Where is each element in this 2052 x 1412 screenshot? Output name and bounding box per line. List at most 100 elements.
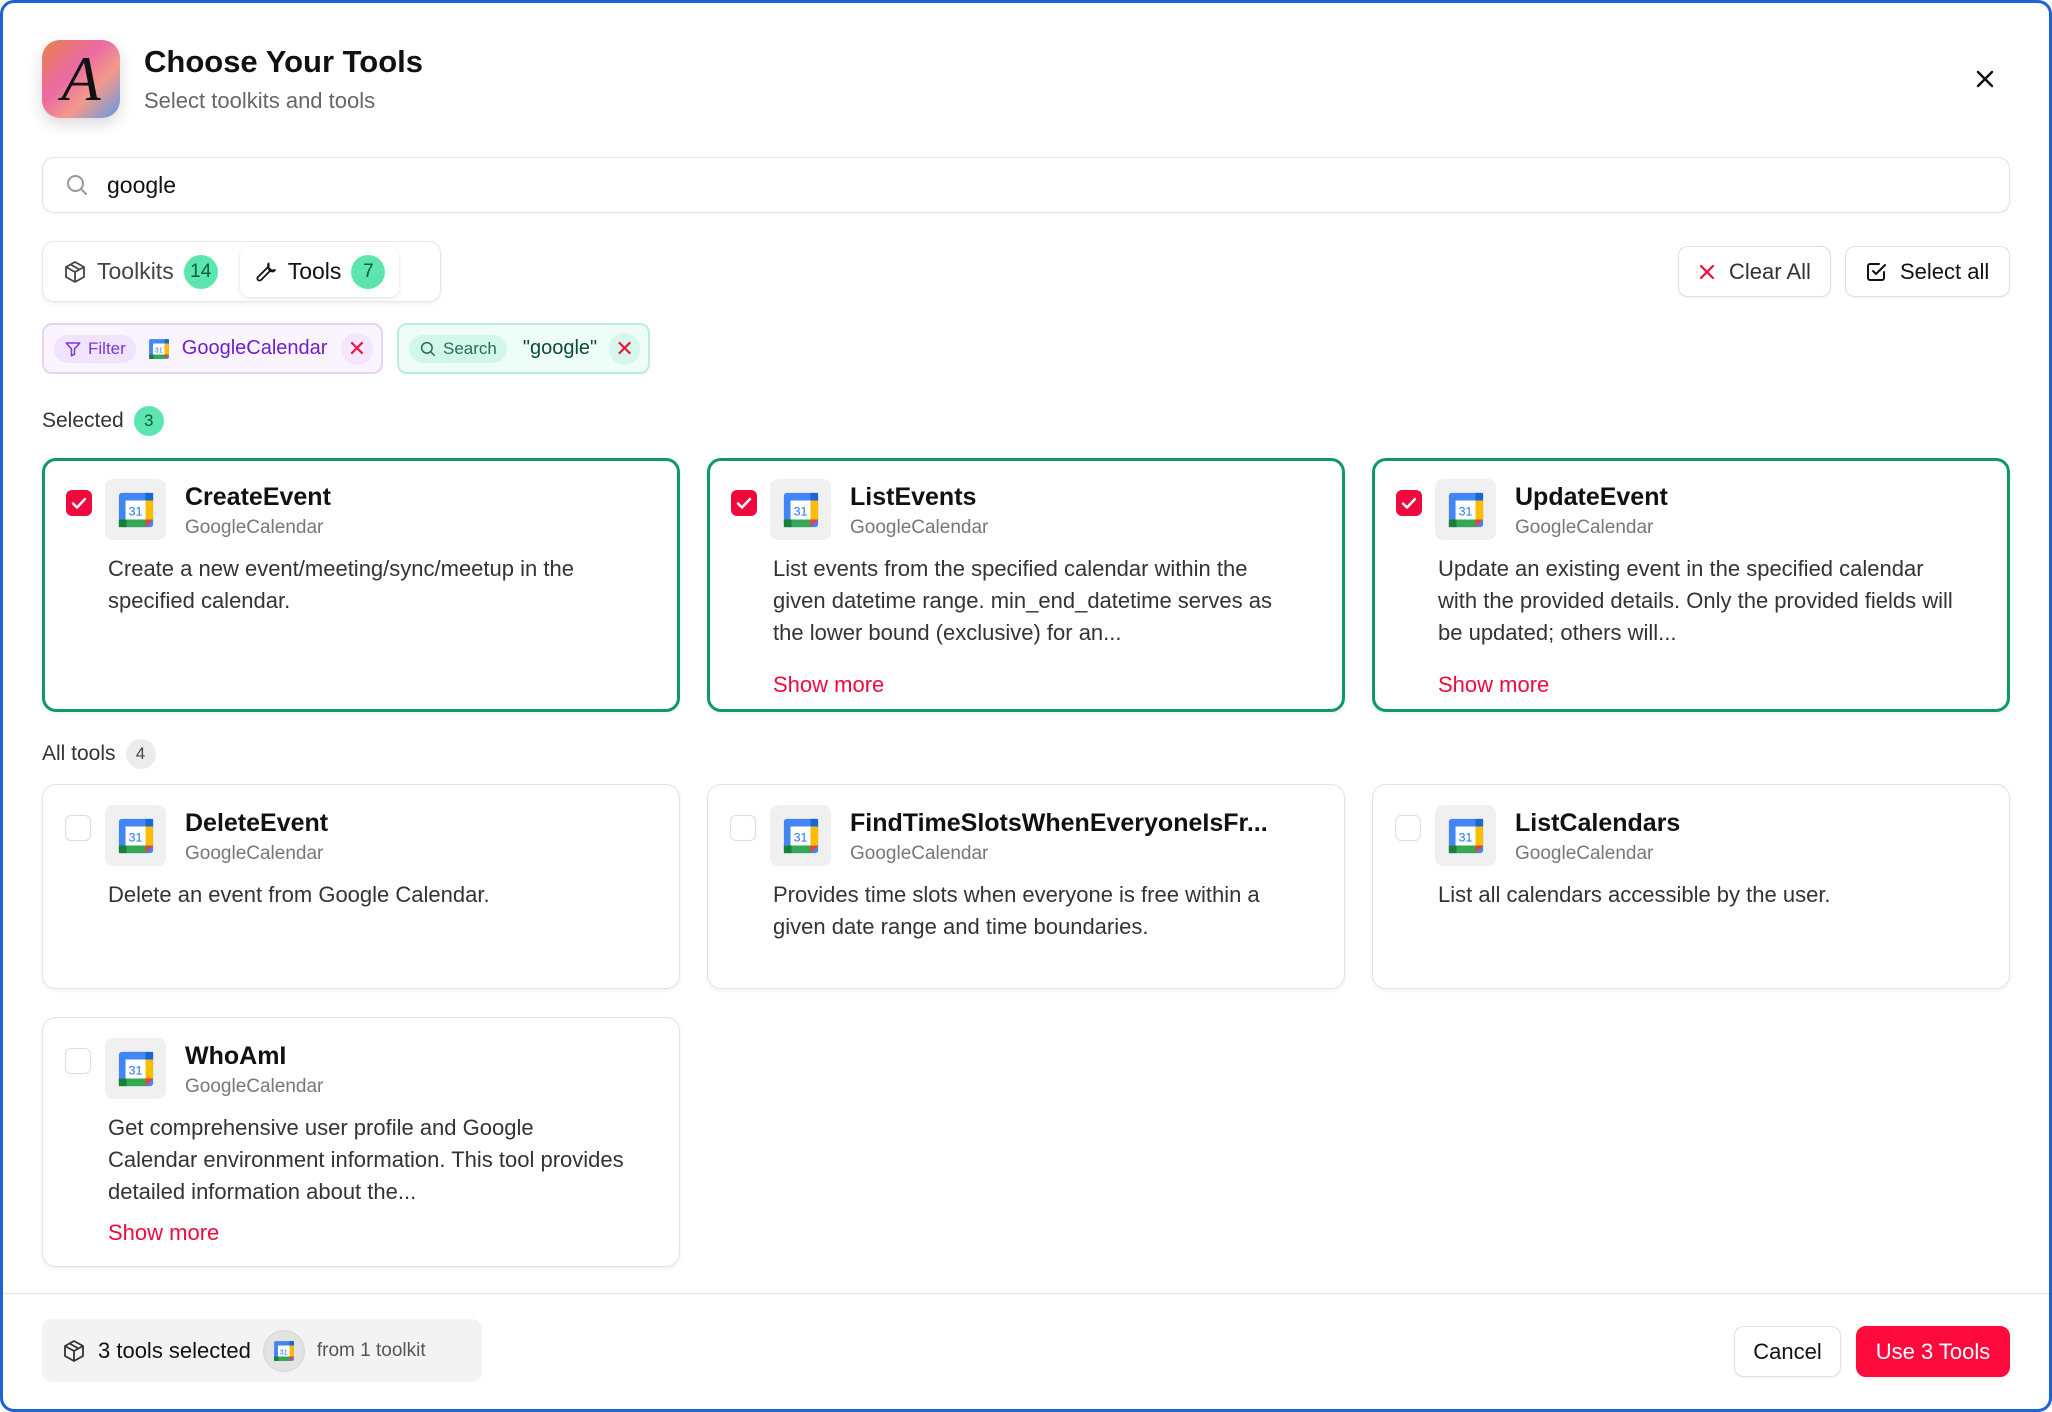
tool-checkbox[interactable] xyxy=(731,490,757,516)
count-badge: 4 xyxy=(125,739,156,769)
tool-card[interactable]: 31 UpdateEvent GoogleCalendar Update an … xyxy=(1372,458,2010,712)
selection-summary: 3 tools selected 31 from 1 toolkit xyxy=(42,1319,482,1382)
google-calendar-icon: 31 xyxy=(148,338,170,360)
tab-toolkits[interactable]: Toolkits 14 xyxy=(49,247,232,297)
show-more-link[interactable]: Show more xyxy=(108,1220,220,1245)
clear-all-button[interactable]: Clear All xyxy=(1678,246,1831,297)
filter-value: GoogleCalendar xyxy=(181,337,328,359)
toolkit-count-text: from 1 toolkit xyxy=(316,1339,426,1361)
view-tabs: Toolkits 14 Tools 7 xyxy=(42,241,441,302)
svg-text:31: 31 xyxy=(128,1063,142,1077)
tool-description: Create a new event/meeting/sync/meetup i… xyxy=(108,556,574,613)
use-tools-label: Use 3 Tools xyxy=(1875,1338,1991,1364)
svg-text:31: 31 xyxy=(128,830,142,844)
tool-title: ListEvents xyxy=(850,483,977,511)
svg-text:31: 31 xyxy=(280,1348,288,1356)
all-tools-section-header: All tools 4 xyxy=(42,739,156,769)
clear-all-label: Clear All xyxy=(1729,258,1811,284)
package-icon xyxy=(65,260,85,283)
cancel-label: Cancel xyxy=(1753,1338,1822,1364)
google-calendar-icon: 31 xyxy=(273,1340,295,1362)
tool-description: List events from the specified calendar … xyxy=(773,556,1272,645)
filter-chip: Filter 31 GoogleCalendar ✕ xyxy=(42,323,383,374)
google-calendar-icon: 31 xyxy=(105,479,166,540)
tool-checkbox[interactable] xyxy=(66,490,92,516)
count-badge: 14 xyxy=(183,254,218,289)
tool-title: UpdateEvent xyxy=(1515,483,1668,511)
tool-checkbox[interactable] xyxy=(730,815,756,841)
funnel-icon xyxy=(65,341,81,356)
svg-text:31: 31 xyxy=(793,830,807,844)
cancel-button[interactable]: Cancel xyxy=(1734,1326,1841,1377)
google-calendar-icon: 31 xyxy=(105,805,166,866)
tool-toolkit: GoogleCalendar xyxy=(850,517,989,538)
tool-card[interactable]: 31 CreateEvent GoogleCalendar Create a n… xyxy=(42,458,680,712)
count-badge: 3 xyxy=(133,406,164,436)
filter-label: Filter xyxy=(88,338,126,358)
tool-description: Delete an event from Google Calendar. xyxy=(108,882,490,907)
tab-label: Tools xyxy=(287,258,342,284)
tool-title: DeleteEvent xyxy=(185,809,329,837)
tool-toolkit: GoogleCalendar xyxy=(185,1076,324,1097)
footer-divider xyxy=(3,1293,2049,1294)
tool-title: CreateEvent xyxy=(185,483,331,511)
section-label: All tools xyxy=(42,742,116,765)
google-calendar-icon: 31 xyxy=(770,479,831,540)
count-badge: 7 xyxy=(351,254,386,289)
svg-text:31: 31 xyxy=(1458,504,1472,518)
logo-letter: A xyxy=(61,43,101,114)
tool-checkbox[interactable] xyxy=(1395,815,1421,841)
tool-card[interactable]: 31 ListEvents GoogleCalendar List events… xyxy=(707,458,1345,712)
tool-checkbox[interactable] xyxy=(65,815,91,841)
tool-description: Get comprehensive user profile and Googl… xyxy=(108,1115,624,1204)
tool-title: WhoAmI xyxy=(185,1042,287,1070)
select-all-label: Select all xyxy=(1900,258,1990,284)
show-more-link[interactable]: Show more xyxy=(773,672,885,697)
app-logo: A xyxy=(42,40,120,118)
svg-text:31: 31 xyxy=(128,504,142,518)
dialog-title: Choose Your Tools xyxy=(144,44,424,79)
tab-tools[interactable]: Tools 7 xyxy=(239,246,400,297)
tool-card[interactable]: 31 ListCalendars GoogleCalendar List all… xyxy=(1372,784,2010,989)
search-label: Search xyxy=(443,338,497,358)
checkbox-icon xyxy=(1867,262,1886,281)
show-more-link[interactable]: Show more xyxy=(1438,672,1550,697)
toolkit-avatar: 31 xyxy=(262,1329,305,1372)
search-pill: Search xyxy=(409,334,507,363)
search-icon xyxy=(67,175,87,195)
svg-text:31: 31 xyxy=(155,346,163,354)
tool-toolkit: GoogleCalendar xyxy=(185,517,324,538)
tool-description: Update an existing event in the specifie… xyxy=(1438,556,1953,645)
search-input[interactable] xyxy=(107,171,1907,199)
search-bar[interactable] xyxy=(42,157,2010,213)
tool-card[interactable]: 31 FindTimeSlotsWhenEveryoneIsFr... Goog… xyxy=(707,784,1345,989)
google-calendar-icon: 31 xyxy=(1435,479,1496,540)
tool-toolkit: GoogleCalendar xyxy=(1515,843,1654,864)
tool-title: FindTimeSlotsWhenEveryoneIsFr... xyxy=(850,809,1268,837)
tool-card[interactable]: 31 DeleteEvent GoogleCalendar Delete an … xyxy=(42,784,680,989)
select-all-button[interactable]: Select all xyxy=(1845,246,2010,297)
search-chip: Search "google" ✕ xyxy=(397,323,650,374)
tool-toolkit: GoogleCalendar xyxy=(185,843,324,864)
wrench-icon xyxy=(256,262,276,281)
selected-section-header: Selected 3 xyxy=(42,406,164,436)
search-value: "google" xyxy=(522,337,598,359)
svg-text:31: 31 xyxy=(793,504,807,518)
tool-checkbox[interactable] xyxy=(65,1048,91,1074)
google-calendar-icon: 31 xyxy=(1435,805,1496,866)
x-icon xyxy=(1699,264,1715,279)
svg-text:31: 31 xyxy=(1458,830,1472,844)
use-tools-button[interactable]: Use 3 Tools xyxy=(1856,1326,2010,1377)
remove-filter-button[interactable]: ✕ xyxy=(341,332,373,365)
filter-pill: Filter xyxy=(54,334,136,363)
tool-card[interactable]: 31 WhoAmI GoogleCalendar Get comprehensi… xyxy=(42,1017,680,1267)
tab-label: Toolkits xyxy=(97,258,174,284)
close-icon[interactable] xyxy=(1970,64,2000,94)
tool-toolkit: GoogleCalendar xyxy=(850,843,989,864)
remove-search-button[interactable]: ✕ xyxy=(609,332,640,365)
tool-description: List all calendars accessible by the use… xyxy=(1438,882,1831,907)
tool-checkbox[interactable] xyxy=(1396,490,1422,516)
dialog-subtitle: Select toolkits and tools xyxy=(144,88,376,113)
section-label: Selected xyxy=(42,409,124,432)
package-icon xyxy=(64,1339,84,1362)
